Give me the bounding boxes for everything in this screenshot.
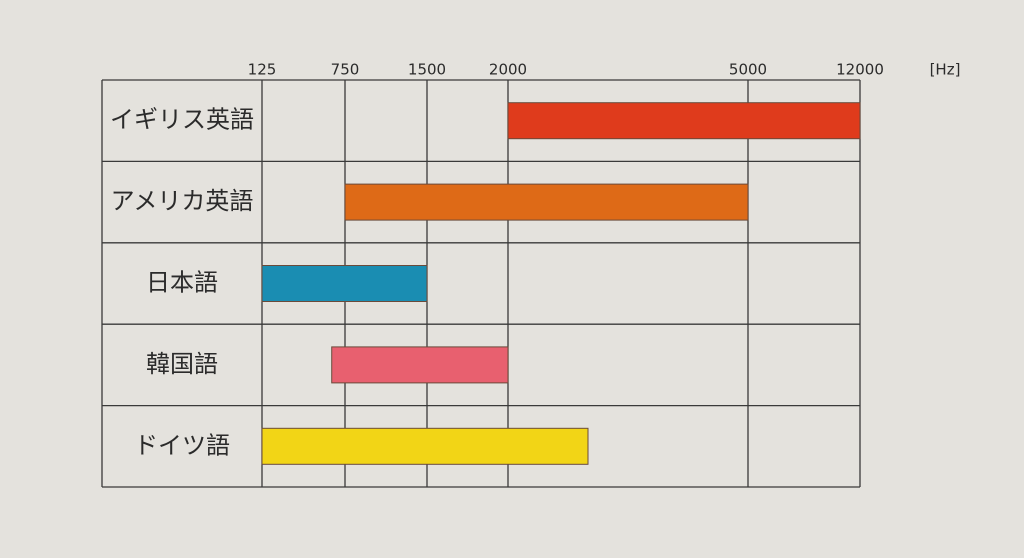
bar <box>261 427 589 465</box>
x-tick-label: 1500 <box>408 61 446 79</box>
category-label: 韓国語 <box>146 350 218 378</box>
x-tick-label: 2000 <box>489 61 527 79</box>
category-label: イギリス英語 <box>110 106 254 134</box>
bar <box>344 183 749 221</box>
category-label: アメリカ英語 <box>111 187 254 215</box>
category-label: 日本語 <box>146 269 218 297</box>
bar <box>331 346 509 384</box>
x-tick-label: 750 <box>331 61 360 79</box>
x-tick-label: 125 <box>248 61 277 79</box>
x-tick-label: 5000 <box>729 61 767 79</box>
x-axis-unit: [Hz] <box>930 61 961 79</box>
bar <box>507 102 861 140</box>
category-label: ドイツ語 <box>134 431 230 459</box>
bar <box>261 265 428 302</box>
x-tick-label: 12000 <box>836 61 884 79</box>
